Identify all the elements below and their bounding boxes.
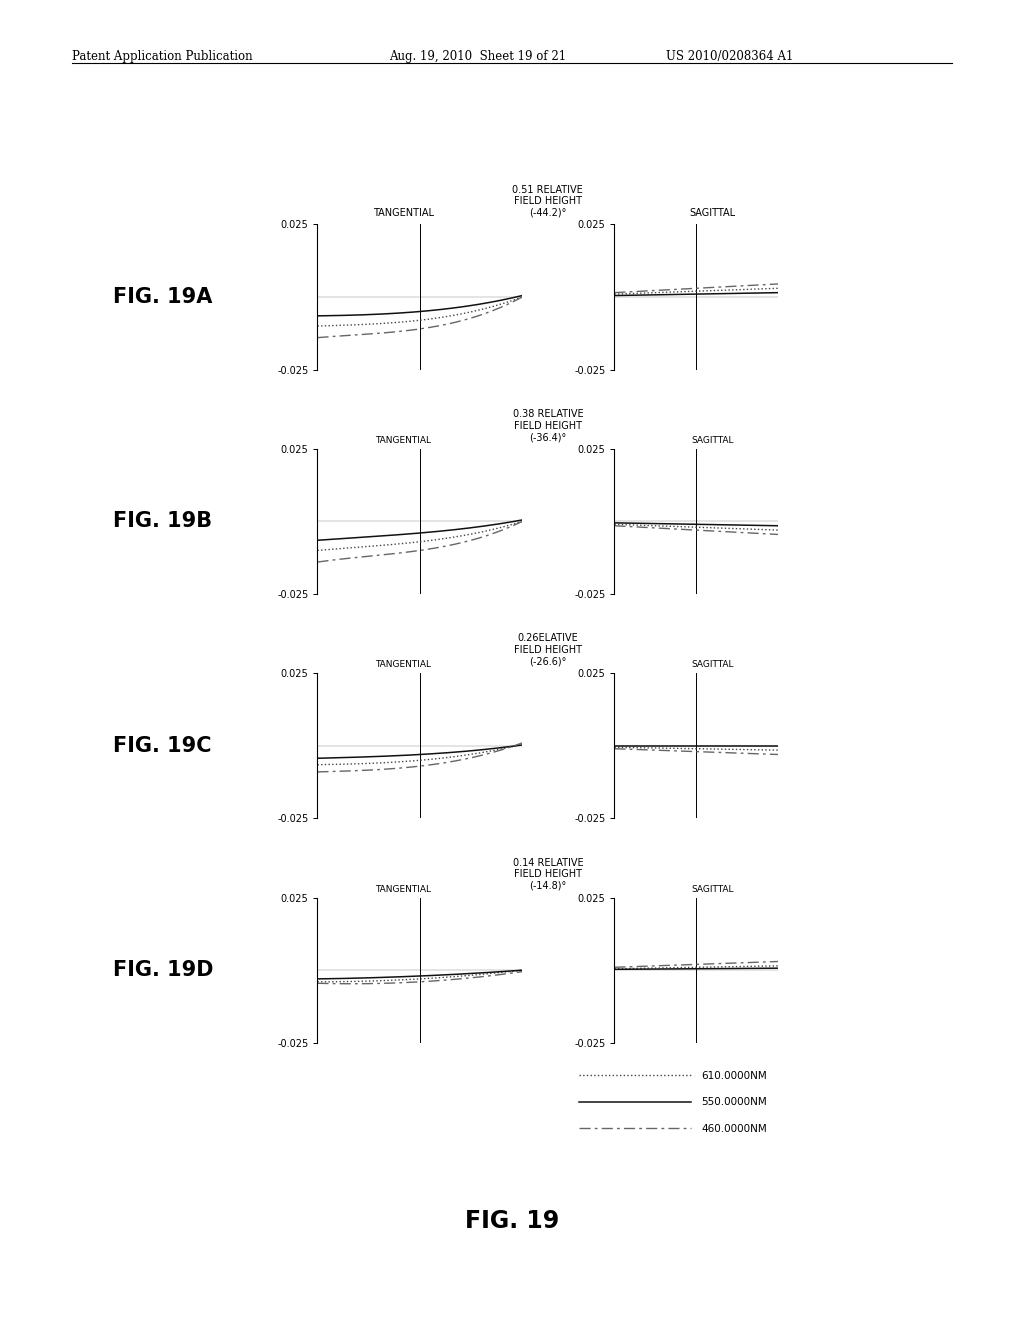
Text: FIG. 19A: FIG. 19A xyxy=(113,286,212,308)
Text: SAGITTAL: SAGITTAL xyxy=(689,207,736,218)
Text: 0.14 RELATIVE
FIELD HEIGHT
(-14.8)°: 0.14 RELATIVE FIELD HEIGHT (-14.8)° xyxy=(513,858,583,891)
Text: TANGENTIAL: TANGENTIAL xyxy=(373,207,434,218)
Text: SAGITTAL: SAGITTAL xyxy=(691,884,734,894)
Text: FIG. 19B: FIG. 19B xyxy=(113,511,212,532)
Text: SAGITTAL: SAGITTAL xyxy=(691,436,734,445)
Text: FIG. 19C: FIG. 19C xyxy=(113,735,211,756)
Text: Patent Application Publication: Patent Application Publication xyxy=(72,50,252,63)
Text: US 2010/0208364 A1: US 2010/0208364 A1 xyxy=(666,50,793,63)
Text: TANGENTIAL: TANGENTIAL xyxy=(376,660,431,669)
Text: 610.0000NM: 610.0000NM xyxy=(701,1071,767,1081)
Text: 0.51 RELATIVE
FIELD HEIGHT
(-44.2)°: 0.51 RELATIVE FIELD HEIGHT (-44.2)° xyxy=(512,185,584,218)
Text: 0.38 RELATIVE
FIELD HEIGHT
(-36.4)°: 0.38 RELATIVE FIELD HEIGHT (-36.4)° xyxy=(513,409,583,442)
Text: TANGENTIAL: TANGENTIAL xyxy=(376,436,431,445)
Text: 460.0000NM: 460.0000NM xyxy=(701,1123,767,1134)
Text: FIG. 19D: FIG. 19D xyxy=(113,960,213,981)
Text: 0.26ELATIVE
FIELD HEIGHT
(-26.6)°: 0.26ELATIVE FIELD HEIGHT (-26.6)° xyxy=(514,634,582,667)
Text: TANGENTIAL: TANGENTIAL xyxy=(376,884,431,894)
Text: 550.0000NM: 550.0000NM xyxy=(701,1097,767,1107)
Text: Aug. 19, 2010  Sheet 19 of 21: Aug. 19, 2010 Sheet 19 of 21 xyxy=(389,50,566,63)
Text: SAGITTAL: SAGITTAL xyxy=(691,660,734,669)
Text: FIG. 19: FIG. 19 xyxy=(465,1209,559,1233)
